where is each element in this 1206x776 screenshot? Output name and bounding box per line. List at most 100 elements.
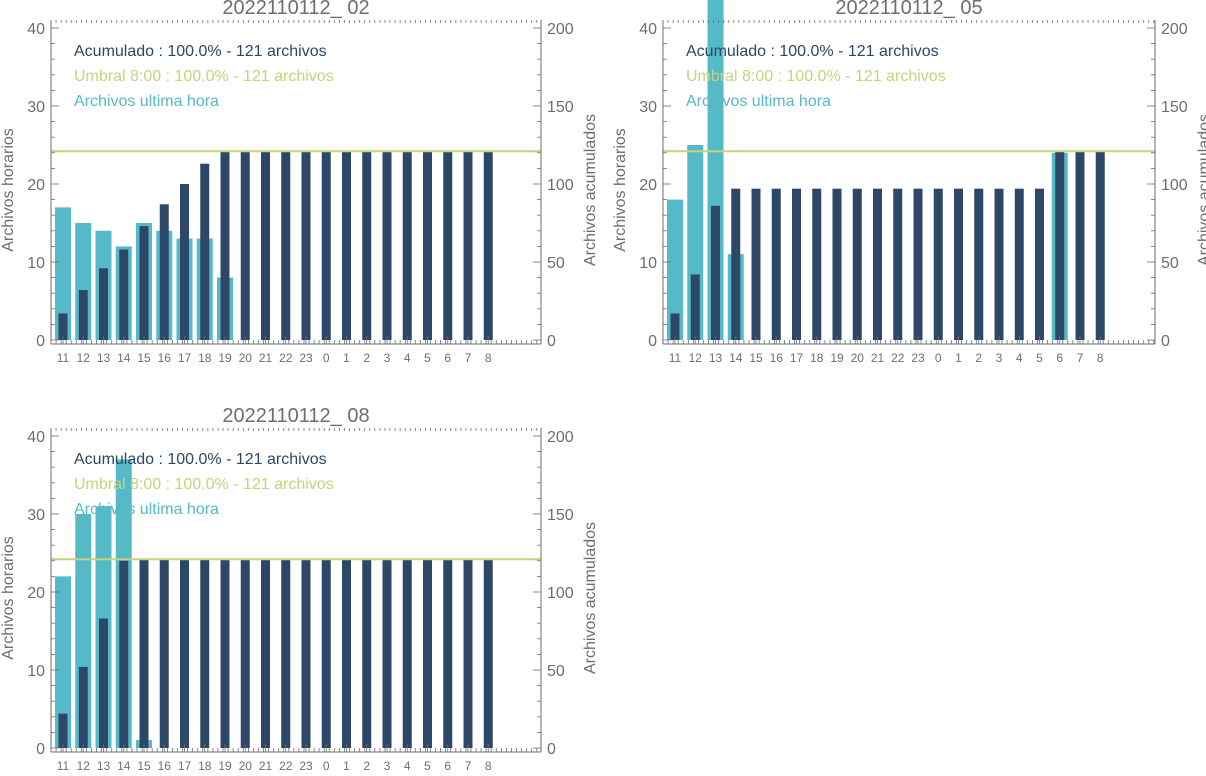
cumulative-bar-6 [1055,151,1065,340]
y-left-tick-label: 0 [36,741,45,758]
cumulative-bar-17 [180,559,189,748]
cumulative-bar-11 [58,313,68,340]
x-tick-label-21: 21 [259,351,273,365]
x-tick-label-23: 23 [299,759,313,771]
x-tick-label-11: 11 [669,351,682,365]
x-tick-label-15: 15 [137,759,151,771]
bottom-axis-ticks [662,20,1155,344]
y-left-tick-label: 10 [27,663,45,680]
y-left-tick-label: 40 [27,21,45,38]
x-tick-label-4: 4 [1016,351,1023,365]
bottom-axis-ticks [50,428,541,752]
cumulative-bar-16 [159,559,169,748]
x-tick-label-19: 19 [218,351,232,365]
cumulative-bar-21 [261,151,270,340]
cumulative-bar-14 [119,249,129,340]
cumulative-bar-8 [483,559,493,748]
cumulative-bar-2 [362,151,372,340]
x-tick-label-19: 19 [830,351,844,365]
y-left-tick-label: 20 [27,177,45,194]
x-tick-label-5: 5 [424,351,431,365]
x-tick-label-12: 12 [77,351,91,365]
x-tick-label-18: 18 [198,351,212,365]
x-tick-label-22: 22 [279,759,293,771]
cumulative-bar-6 [443,559,453,748]
y-left-axis-title: Archivos horarios [0,536,17,660]
cumulative-bar-4 [1014,188,1024,340]
cumulative-bar-3 [994,188,1004,340]
y-left-tick-label: 30 [27,99,45,116]
x-tick-label-0: 0 [935,351,942,365]
cumulative-bar-3 [382,151,392,340]
y-left-tick-label: 30 [27,507,45,524]
x-tick-label-20: 20 [851,351,865,365]
cumulative-bar-23 [301,559,311,748]
cumulative-bar-23 [301,151,311,340]
hourly-bar-11 [667,199,683,340]
x-tick-label-21: 21 [871,351,885,365]
legend-entry-3: Archivos ultima hora [74,93,219,110]
legend-entry-1: Acumulado : 100.0% - 121 archivos [686,43,939,60]
cumulative-bar-8 [483,151,493,340]
x-tick-label-7: 7 [1077,351,1084,365]
x-tick-label-15: 15 [137,351,151,365]
y-right-tick-label: 150 [547,99,574,116]
cumulative-bar-12 [78,290,88,340]
chart-title: 2022110112_ 08 [222,405,369,427]
x-tick-label-13: 13 [97,759,111,771]
x-tick-label-8: 8 [485,759,492,771]
bars-group [55,459,493,748]
cumulative-bar-21 [261,559,270,748]
x-tick-label-13: 13 [709,351,723,365]
cumulative-bar-19 [220,151,230,340]
cumulative-bar-21 [873,188,882,340]
x-tick-label-11: 11 [57,351,70,365]
y-left-tick-label: 0 [36,333,45,350]
x-tick-label-19: 19 [218,759,232,771]
y-right-axis-title: Archivos acumulados [582,114,599,266]
y-left-axis-title: Archivos horarios [612,128,629,252]
x-tick-label-3: 3 [996,351,1003,365]
legend-entry-1: Acumulado : 100.0% - 121 archivos [74,451,327,468]
cumulative-bar-22 [281,559,291,748]
cumulative-bar-1 [342,151,351,340]
cumulative-bar-14 [731,188,741,340]
x-tick-label-20: 20 [239,351,253,365]
cumulative-bar-4 [402,559,412,748]
cumulative-bar-5 [423,559,432,748]
x-tick-label-14: 14 [117,759,131,771]
cumulative-bar-20 [240,151,250,340]
y-right-tick-label: 150 [547,507,574,524]
cumulative-bar-15 [751,188,761,340]
x-tick-label-3: 3 [384,759,391,771]
x-tick-label-0: 0 [323,759,330,771]
x-tick-label-16: 16 [158,351,172,365]
x-tick-label-23: 23 [911,351,925,365]
cumulative-bar-22 [893,188,903,340]
cumulative-bar-3 [382,559,392,748]
x-tick-label-1: 1 [955,351,962,365]
legend-entry-2: Umbral 8:00 : 100.0% - 121 archivos [686,68,946,85]
cumulative-bar-17 [792,188,801,340]
x-tick-label-13: 13 [97,351,111,365]
y-right-axis-title: Archivos acumulados [582,522,599,674]
cumulative-bar-8 [1095,151,1105,340]
y-right-tick-label: 200 [547,21,574,38]
cumulative-bar-19 [220,559,230,748]
x-tick-label-0: 0 [323,351,330,365]
y-right-tick-label: 0 [1161,333,1170,350]
cumulative-bar-7 [463,151,473,340]
cumulative-bar-7 [1075,151,1085,340]
y-left-tick-label: 40 [639,21,657,38]
x-tick-label-22: 22 [279,351,293,365]
cumulative-bar-11 [670,313,680,340]
x-tick-label-18: 18 [198,759,212,771]
legend-entry-2: Umbral 8:00 : 100.0% - 121 archivos [74,68,334,85]
y-right-axis-title: Archivos acumulados [1196,114,1206,266]
x-tick-label-2: 2 [975,351,982,365]
cumulative-bar-6 [443,151,453,340]
cumulative-bar-0 [321,559,331,748]
x-tick-label-15: 15 [749,351,763,365]
